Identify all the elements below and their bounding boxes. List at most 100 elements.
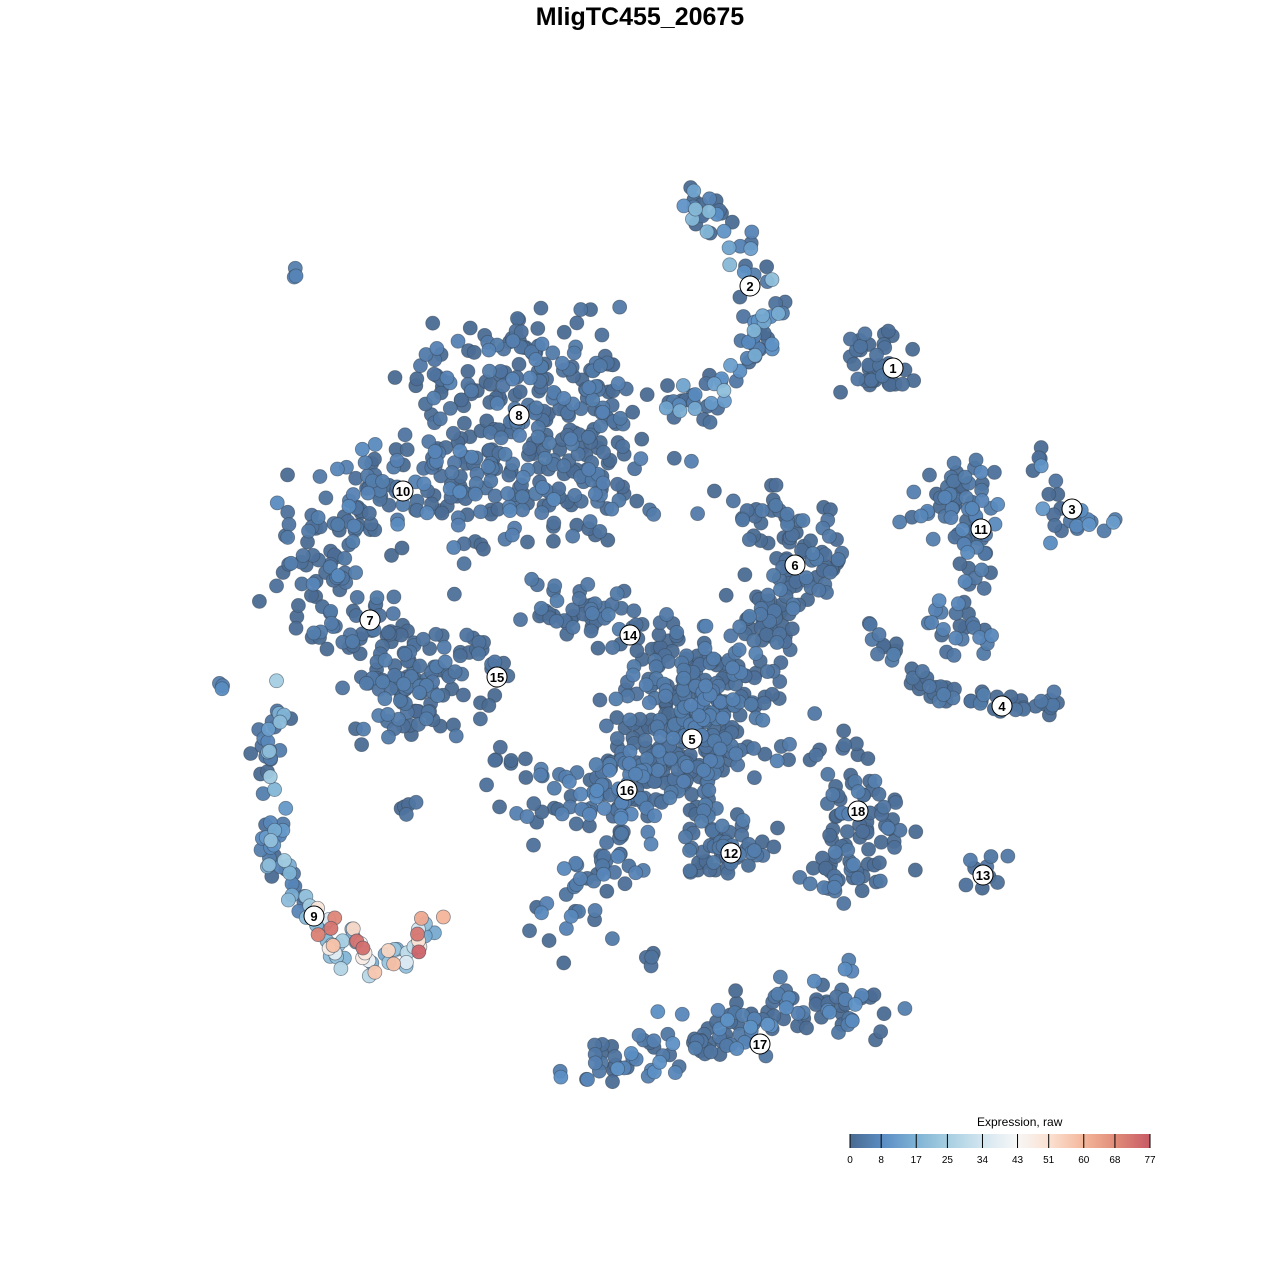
cell-point: [684, 787, 700, 802]
cluster-label-9: 9: [303, 905, 325, 927]
cell-point: [714, 818, 730, 834]
cell-point: [392, 693, 408, 709]
cell-point: [869, 347, 884, 363]
cell-point: [948, 630, 964, 646]
cell-point: [476, 541, 491, 557]
cell-point: [489, 396, 505, 411]
cell-point: [861, 841, 876, 857]
cell-point: [547, 578, 563, 594]
cell-point: [325, 938, 341, 953]
cluster-label-12: 12: [720, 842, 742, 864]
cell-point: [682, 843, 697, 858]
cell-point: [721, 240, 737, 256]
cell-point: [472, 711, 488, 727]
cell-point: [760, 587, 776, 603]
cell-point: [897, 1001, 913, 1016]
cell-point: [481, 363, 497, 379]
cell-point: [1105, 514, 1121, 530]
cell-point: [515, 502, 530, 518]
cell-point: [556, 324, 572, 340]
cell-point: [644, 949, 660, 965]
cell-point: [553, 1069, 569, 1085]
cell-point: [518, 751, 533, 767]
cell-point: [387, 667, 402, 683]
cell-point: [871, 786, 887, 802]
cell-point: [452, 484, 468, 500]
cell-point: [643, 836, 659, 852]
cluster-label-marker: [303, 905, 325, 927]
cell-point: [666, 450, 682, 466]
cell-point: [725, 692, 741, 708]
cell-point: [505, 333, 521, 349]
cell-point: [755, 308, 771, 324]
cell-point: [439, 370, 455, 386]
cell-point: [442, 400, 458, 416]
cluster-label-text: 12: [724, 846, 738, 861]
cell-point: [715, 710, 731, 726]
cell-point: [1000, 848, 1016, 864]
cell-point: [768, 477, 784, 493]
cell-point: [915, 664, 930, 679]
cell-point: [806, 973, 822, 989]
cell-point: [825, 787, 841, 802]
cell-point: [723, 358, 738, 373]
cell-point: [922, 467, 937, 483]
cell-point: [628, 865, 644, 881]
cell-point: [357, 455, 373, 471]
cell-point: [546, 515, 562, 531]
cell-point: [581, 462, 597, 477]
cell-point: [886, 647, 902, 662]
cluster-label-10: 10: [392, 480, 414, 502]
cell-point: [481, 342, 497, 358]
cell-point: [674, 1006, 690, 1022]
cell-point: [706, 483, 722, 499]
cell-point: [676, 670, 692, 686]
cell-point: [646, 506, 662, 522]
cluster-label-text: 14: [623, 628, 638, 643]
cell-point: [554, 806, 570, 822]
cluster-label-6: 6: [784, 554, 806, 576]
cell-point: [921, 679, 937, 694]
cell-point: [280, 530, 296, 545]
cell-point: [936, 621, 951, 637]
cell-point: [1096, 523, 1112, 539]
cell-point: [518, 770, 534, 785]
cell-point: [748, 646, 764, 661]
cell-point: [846, 356, 862, 372]
cell-point: [754, 503, 770, 518]
cell-point: [631, 1027, 647, 1043]
cell-point: [432, 411, 448, 427]
cell-point: [568, 816, 584, 832]
cell-point: [907, 862, 923, 878]
cell-point: [272, 714, 288, 730]
cell-point: [612, 299, 628, 315]
colorbar-tick-label: 51: [1043, 1155, 1055, 1166]
cell-point: [691, 708, 707, 724]
cell-point: [563, 908, 579, 924]
cell-point: [426, 366, 442, 382]
cell-point: [459, 627, 475, 643]
cell-point: [593, 418, 609, 434]
cell-point: [1033, 693, 1049, 709]
cell-point: [530, 321, 546, 336]
cell-point: [587, 903, 603, 918]
cell-point: [876, 1006, 892, 1022]
cell-point: [354, 441, 370, 457]
cell-point: [952, 556, 968, 572]
cell-point: [622, 712, 638, 728]
cell-point: [1069, 518, 1085, 534]
cell-point: [936, 687, 952, 702]
cell-point: [872, 855, 887, 871]
cell-point: [821, 528, 837, 544]
cell-point: [561, 774, 577, 790]
cell-point: [533, 767, 548, 783]
cell-point: [744, 224, 760, 240]
cell-point: [1043, 535, 1058, 551]
cell-point: [808, 747, 824, 763]
cell-point: [609, 586, 625, 602]
cell-point: [375, 674, 391, 690]
cluster-label-text: 1: [889, 361, 896, 376]
cell-point: [743, 241, 759, 257]
cell-point: [702, 414, 718, 430]
